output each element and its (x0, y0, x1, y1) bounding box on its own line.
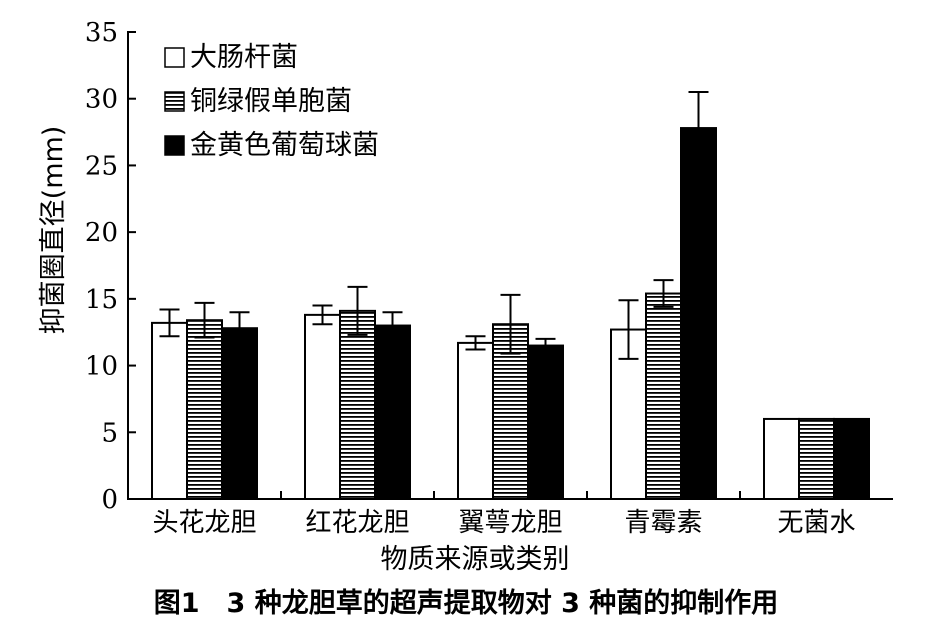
legend-swatch (164, 91, 185, 112)
x-tick-label: 青霉素 (624, 508, 702, 538)
bar (763, 417, 800, 501)
y-tick-label: 30 (85, 85, 118, 115)
y-tick-label: 25 (85, 151, 118, 181)
x-tick-label: 翼萼龙胆 (458, 508, 562, 538)
bar (186, 319, 223, 500)
bar (339, 309, 376, 501)
x-axis-title: 物质来源或类别 (381, 544, 570, 575)
bar (645, 292, 682, 500)
x-tick-label: 无菌水 (777, 508, 855, 538)
axes: 0 5 10 15 20 25 30 35 头花龙胆 红花龙胆 翼萼龙胆 青霉素 无菌水 (85, 18, 893, 538)
bars (151, 91, 870, 501)
bar (798, 417, 835, 501)
y-tick-label: 10 (85, 352, 118, 382)
y-tick-label: 0 (101, 485, 118, 515)
bar (304, 313, 341, 500)
y-tick-label: 5 (101, 418, 118, 448)
legend-label: 金黄色葡萄球菌 (190, 130, 379, 161)
y-tick-label: 35 (85, 18, 118, 48)
x-tick-label: 红花龙胆 (305, 508, 409, 538)
y-tick-label: 15 (85, 285, 118, 315)
bar (151, 321, 188, 501)
figure-caption: 图1 3 种龙胆草的超声提取物对 3 种菌的抑制作用 (154, 587, 779, 619)
legend-label: 铜绿假单胞菌 (190, 86, 352, 117)
legend-swatch (164, 135, 185, 156)
bar (680, 127, 717, 500)
bar (221, 327, 258, 500)
legend-swatch (164, 47, 185, 68)
bar (527, 344, 564, 500)
legend-label: 大肠杆菌 (190, 42, 298, 73)
bar (374, 324, 411, 500)
y-tick-label: 20 (85, 218, 118, 248)
bar (492, 323, 529, 500)
y-axis-title: 抑菌圈直径(mm) (38, 126, 69, 335)
bar (457, 341, 494, 501)
x-tick-label: 头花龙胆 (152, 508, 256, 538)
bar (833, 417, 870, 501)
